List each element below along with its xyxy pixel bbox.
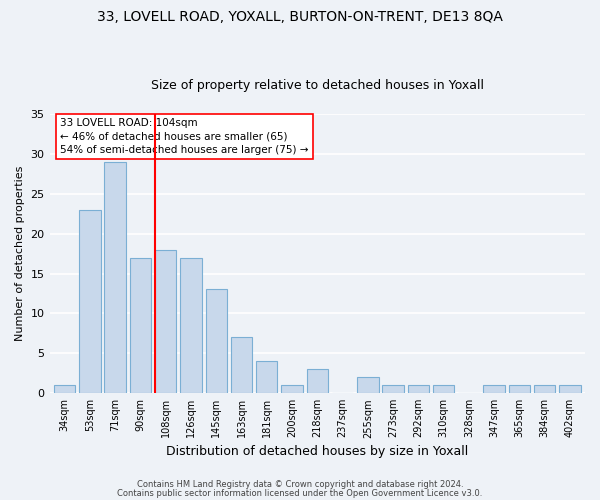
Bar bbox=[484, 385, 505, 393]
Bar bbox=[231, 338, 252, 393]
X-axis label: Distribution of detached houses by size in Yoxall: Distribution of detached houses by size … bbox=[166, 444, 469, 458]
Bar bbox=[534, 385, 556, 393]
Bar bbox=[357, 377, 379, 393]
Bar bbox=[180, 258, 202, 393]
Bar bbox=[54, 385, 76, 393]
Bar bbox=[281, 385, 303, 393]
Text: Contains public sector information licensed under the Open Government Licence v3: Contains public sector information licen… bbox=[118, 488, 482, 498]
Bar bbox=[206, 290, 227, 393]
Text: 33 LOVELL ROAD: 104sqm
← 46% of detached houses are smaller (65)
54% of semi-det: 33 LOVELL ROAD: 104sqm ← 46% of detached… bbox=[60, 118, 309, 154]
Bar bbox=[433, 385, 454, 393]
Bar bbox=[130, 258, 151, 393]
Bar bbox=[307, 370, 328, 393]
Text: 33, LOVELL ROAD, YOXALL, BURTON-ON-TRENT, DE13 8QA: 33, LOVELL ROAD, YOXALL, BURTON-ON-TRENT… bbox=[97, 10, 503, 24]
Bar bbox=[155, 250, 176, 393]
Text: Contains HM Land Registry data © Crown copyright and database right 2024.: Contains HM Land Registry data © Crown c… bbox=[137, 480, 463, 489]
Bar bbox=[256, 362, 277, 393]
Bar bbox=[407, 385, 429, 393]
Y-axis label: Number of detached properties: Number of detached properties bbox=[15, 166, 25, 342]
Bar bbox=[382, 385, 404, 393]
Bar bbox=[104, 162, 126, 393]
Bar bbox=[79, 210, 101, 393]
Bar bbox=[559, 385, 581, 393]
Bar bbox=[509, 385, 530, 393]
Title: Size of property relative to detached houses in Yoxall: Size of property relative to detached ho… bbox=[151, 79, 484, 92]
